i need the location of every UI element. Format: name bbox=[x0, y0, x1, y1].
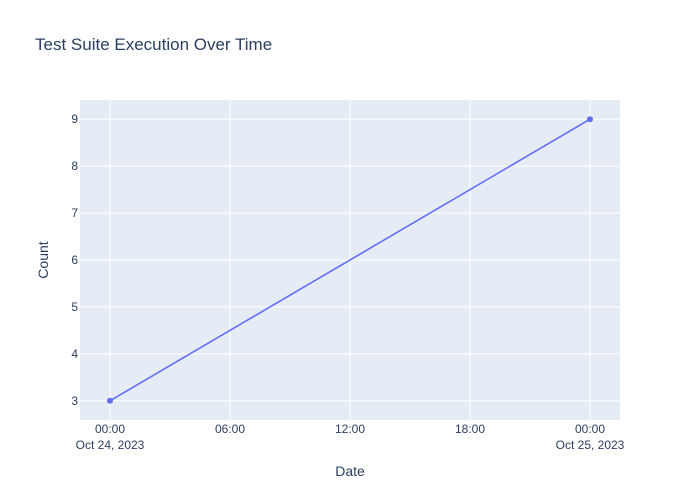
y-axis-title: Count bbox=[35, 241, 51, 278]
y-tick-label: 6 bbox=[71, 253, 78, 267]
series-line bbox=[109, 118, 591, 402]
y-axis-ticks: 3 4 5 6 7 8 9 bbox=[71, 112, 78, 408]
series-layer bbox=[107, 116, 593, 404]
x-tick-label: 00:00 bbox=[95, 422, 125, 436]
data-point bbox=[587, 116, 593, 123]
x-tick-label: 00:00 bbox=[575, 422, 605, 436]
y-tick-label: 7 bbox=[71, 206, 78, 220]
x-tick-sublabel: Oct 24, 2023 bbox=[76, 438, 145, 452]
y-tick-label: 5 bbox=[71, 300, 78, 314]
x-axis-ticks: 00:00 Oct 24, 2023 06:00 12:00 18:00 00:00 Oct… bbox=[76, 422, 625, 452]
x-tick-label: 12:00 bbox=[335, 422, 365, 436]
chart-title: Test Suite Execution Over Time bbox=[35, 35, 272, 54]
y-tick-label: 4 bbox=[71, 347, 78, 361]
x-tick-sublabel: Oct 25, 2023 bbox=[556, 438, 625, 452]
y-tick-label: 9 bbox=[71, 112, 78, 126]
x-tick-label: 18:00 bbox=[455, 422, 485, 436]
y-tick-label: 3 bbox=[71, 394, 78, 408]
grid-lines bbox=[80, 100, 620, 420]
x-tick-label: 06:00 bbox=[215, 422, 245, 436]
data-point bbox=[107, 397, 113, 404]
y-tick-label: 8 bbox=[71, 159, 78, 173]
x-axis-title: Date bbox=[335, 463, 365, 479]
